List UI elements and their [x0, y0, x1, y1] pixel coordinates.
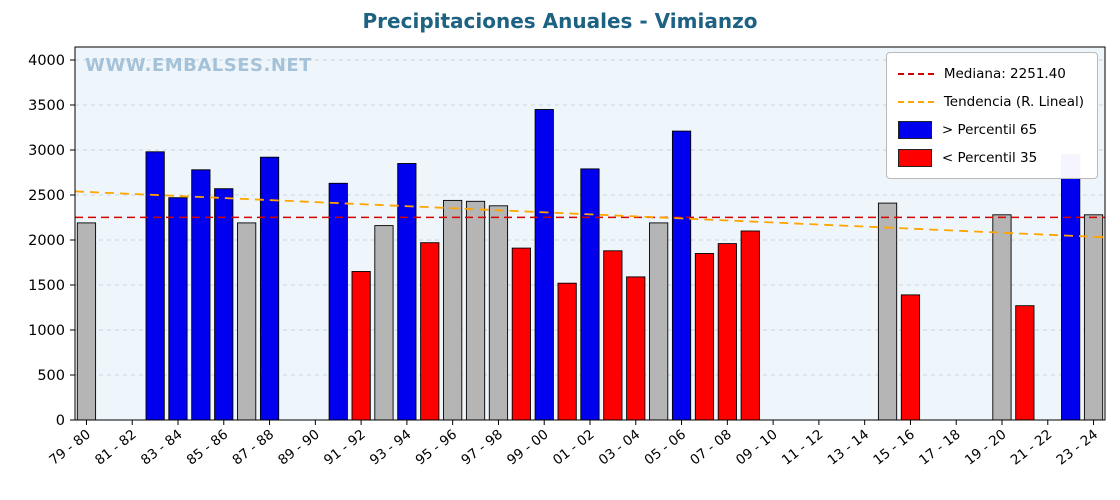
bar-02-03 — [603, 250, 623, 421]
bar-01-02 — [580, 168, 600, 421]
bar-19-20 — [992, 214, 1012, 421]
x-tick-label: 01 - 02 — [550, 427, 598, 469]
chart-title: Precipitaciones Anuales - Vimianzo — [362, 9, 758, 33]
y-tick-label: 1500 — [28, 278, 65, 294]
y-tick-label: 2000 — [28, 233, 65, 249]
bar-23-24 — [1083, 214, 1104, 421]
legend-item-3: < Percentil 35 — [897, 145, 1084, 170]
y-tick-label: 3000 — [28, 143, 65, 159]
bar-98-99 — [511, 247, 531, 421]
bar-84-85 — [191, 169, 211, 421]
bar-03-04 — [626, 276, 646, 421]
bar-99-00 — [534, 109, 554, 421]
x-tick-label: 13 - 14 — [825, 427, 873, 469]
bar-96-97 — [465, 200, 486, 421]
bar-97-98 — [488, 205, 509, 421]
x-tick-label: 21 - 22 — [1008, 427, 1056, 469]
legend-dashed-line-sample — [897, 100, 934, 103]
bar-00-01 — [557, 282, 577, 421]
legend-label: > Percentil 65 — [941, 121, 1038, 138]
x-tick-label: 93 - 94 — [367, 427, 415, 469]
legend-color-patch — [897, 148, 932, 167]
bar-85-86 — [214, 188, 234, 421]
x-tick-label: 91 - 92 — [321, 427, 369, 469]
bar-83-84 — [168, 197, 188, 421]
y-tick-label: 1000 — [28, 323, 65, 339]
x-tick-label: 03 - 04 — [596, 427, 644, 469]
x-tick-label: 15 - 16 — [870, 427, 918, 469]
bar-06-07 — [694, 253, 715, 421]
y-tick-label: 4000 — [28, 53, 65, 69]
x-tick-label: 19 - 20 — [962, 427, 1010, 469]
legend-dashed-line-sample — [897, 72, 934, 75]
x-tick-label: 79 - 80 — [46, 427, 94, 469]
y-tick-label: 3500 — [28, 98, 65, 114]
bar-22-23 — [1061, 154, 1081, 421]
bar-15-16 — [900, 294, 921, 421]
bar-95-96 — [443, 199, 463, 421]
legend-label: < Percentil 35 — [941, 149, 1038, 166]
bar-87-88 — [259, 156, 280, 421]
y-tick-label: 0 — [56, 413, 65, 429]
legend-color-patch — [897, 120, 932, 139]
bar-04-05 — [649, 222, 669, 421]
bar-90-91 — [328, 182, 348, 421]
watermark: WWW.EMBALSES.NET — [85, 55, 312, 76]
bar-05-06 — [671, 130, 692, 421]
bar-82-83 — [145, 151, 165, 421]
legend-label: Mediana: 2251.40 — [943, 65, 1066, 82]
x-tick-label: 85 - 86 — [184, 427, 232, 469]
x-tick-label: 23 - 24 — [1054, 427, 1102, 469]
x-tick-label: 07 - 08 — [687, 427, 735, 469]
legend-item-1: Tendencia (R. Lineal) — [897, 89, 1084, 114]
x-tick-label: 17 - 18 — [916, 427, 964, 469]
x-tick-label: 99 - 00 — [504, 427, 552, 469]
legend-box: Mediana: 2251.40 Tendencia (R. Lineal) > P… — [885, 52, 1098, 179]
bar-20-21 — [1015, 305, 1035, 421]
legend-item-0: Mediana: 2251.40 — [897, 61, 1084, 86]
x-tick-label: 97 - 98 — [458, 427, 506, 469]
x-tick-label: 89 - 90 — [275, 427, 323, 469]
x-tick-label: 05 - 06 — [642, 427, 690, 469]
x-tick-label: 83 - 84 — [138, 427, 186, 469]
bar-07-08 — [717, 243, 737, 421]
x-tick-label: 09 - 10 — [733, 427, 781, 469]
y-tick-label: 500 — [37, 368, 65, 384]
bar-86-87 — [237, 222, 257, 421]
bar-14-15 — [877, 202, 898, 421]
bar-79-80 — [76, 222, 97, 421]
bar-92-93 — [374, 225, 394, 421]
bar-94-95 — [420, 242, 440, 421]
x-tick-label: 81 - 82 — [92, 427, 140, 469]
legend-label: Tendencia (R. Lineal) — [943, 93, 1084, 110]
x-tick-label: 11 - 12 — [779, 427, 827, 469]
trend-line — [74, 190, 1106, 239]
x-tick-label: 87 - 88 — [230, 427, 278, 469]
bar-08-09 — [740, 230, 760, 421]
x-tick-label: 95 - 96 — [413, 427, 461, 469]
legend-item-2: > Percentil 65 — [897, 117, 1084, 142]
y-tick-label: 2500 — [28, 188, 65, 204]
bar-91-92 — [351, 271, 371, 421]
bar-93-94 — [397, 163, 417, 421]
